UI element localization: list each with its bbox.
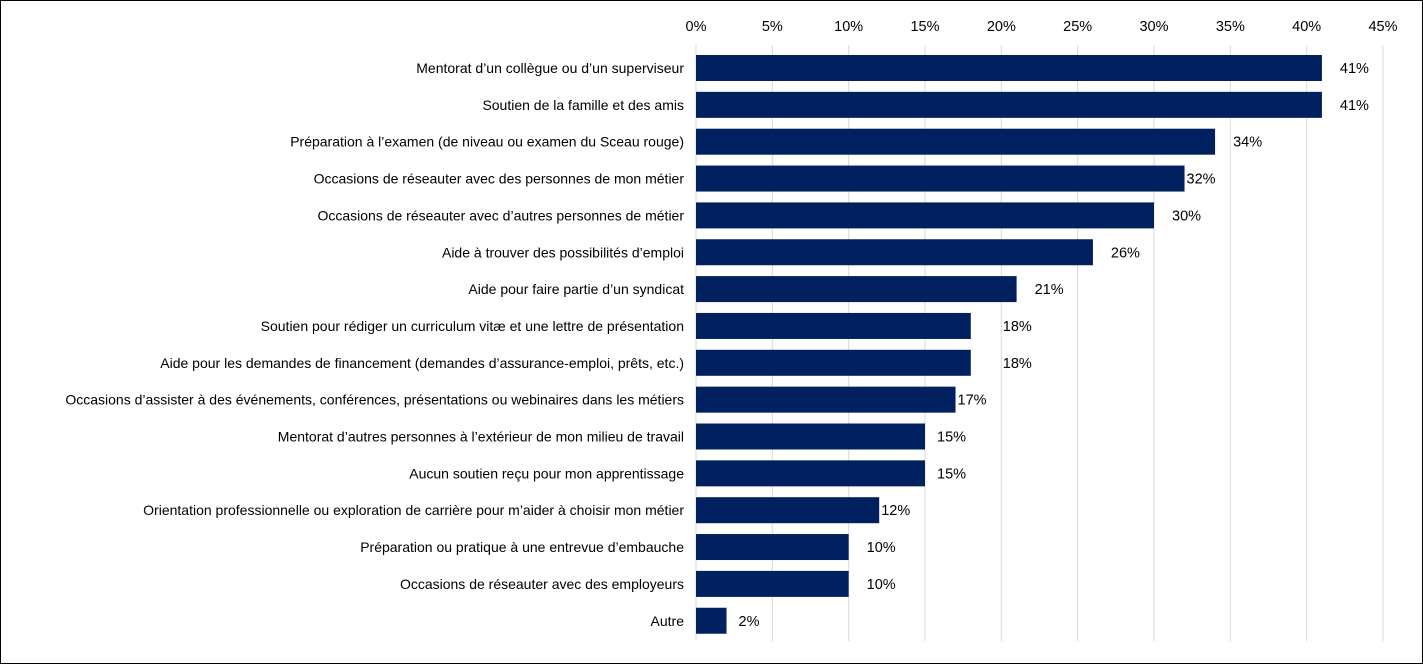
- x-tick-label: 5%: [762, 19, 783, 35]
- x-tick-label: 15%: [910, 19, 939, 35]
- data-label: 2%: [739, 614, 760, 630]
- data-label: 41%: [1340, 61, 1369, 77]
- bar: [696, 202, 1154, 229]
- category-label: Occasions d’assister à des événements, c…: [65, 392, 684, 408]
- category-label: Occasions de réseauter avec des employeu…: [400, 576, 684, 592]
- bar: [696, 423, 925, 450]
- category-label: Orientation professionnelle ou explorati…: [143, 502, 684, 518]
- category-label: Occasions de réseauter avec d’autres per…: [317, 207, 684, 223]
- bar: [696, 386, 956, 413]
- data-label: 15%: [937, 466, 966, 482]
- bar: [696, 239, 1093, 266]
- x-tick-label: 20%: [987, 19, 1016, 35]
- bar: [696, 349, 971, 376]
- category-label: Autre: [651, 613, 685, 629]
- x-tick-label: 40%: [1292, 19, 1321, 35]
- data-label: 30%: [1172, 208, 1201, 224]
- category-label: Préparation à l’examen (de niveau ou exa…: [290, 134, 684, 150]
- x-tick-label: 0%: [686, 19, 707, 35]
- x-tick-label: 25%: [1063, 19, 1092, 35]
- bar: [696, 55, 1322, 81]
- data-label: 26%: [1111, 245, 1140, 261]
- data-label: 10%: [867, 540, 896, 556]
- bar: [696, 91, 1322, 118]
- data-label: 15%: [937, 430, 966, 446]
- category-label: Mentorat d’autres personnes à l’extérieu…: [278, 429, 684, 445]
- data-label: 18%: [1003, 356, 1032, 372]
- x-tick-label: 35%: [1216, 19, 1245, 35]
- category-label: Soutien de la famille et des amis: [482, 97, 684, 113]
- category-label: Préparation ou pratique à une entrevue d…: [360, 539, 684, 555]
- data-label: 32%: [1187, 172, 1216, 188]
- bar: [696, 607, 727, 634]
- data-label: 10%: [867, 577, 896, 593]
- category-label: Mentorat d’un collègue ou d’un supervise…: [416, 60, 684, 76]
- category-label: Aucun soutien reçu pour mon apprentissag…: [409, 465, 684, 481]
- data-label: 34%: [1233, 135, 1262, 151]
- data-label: 17%: [958, 393, 987, 409]
- bar: [696, 460, 925, 487]
- bar: [696, 570, 849, 597]
- data-label: 41%: [1340, 98, 1369, 114]
- category-label: Aide pour les demandes de financement (d…: [160, 355, 684, 371]
- bar: [696, 165, 1185, 192]
- bar: [696, 128, 1216, 155]
- category-label: Aide pour faire partie d’un syndicat: [468, 281, 684, 297]
- category-label: Occasions de réseauter avec des personne…: [314, 171, 685, 187]
- bar: [696, 534, 849, 561]
- bar: [696, 276, 1017, 303]
- x-tick-label: 30%: [1139, 19, 1168, 35]
- data-label: 12%: [881, 503, 910, 519]
- category-label: Aide à trouver des possibilités d’emploi: [442, 244, 684, 260]
- bar: [696, 312, 971, 339]
- data-label: 21%: [1035, 282, 1064, 298]
- category-label: Soutien pour rédiger un curriculum vitæ …: [261, 318, 684, 334]
- x-tick-label: 45%: [1368, 19, 1397, 35]
- data-label: 18%: [1003, 319, 1032, 335]
- bar: [696, 497, 880, 524]
- x-tick-label: 10%: [834, 19, 863, 35]
